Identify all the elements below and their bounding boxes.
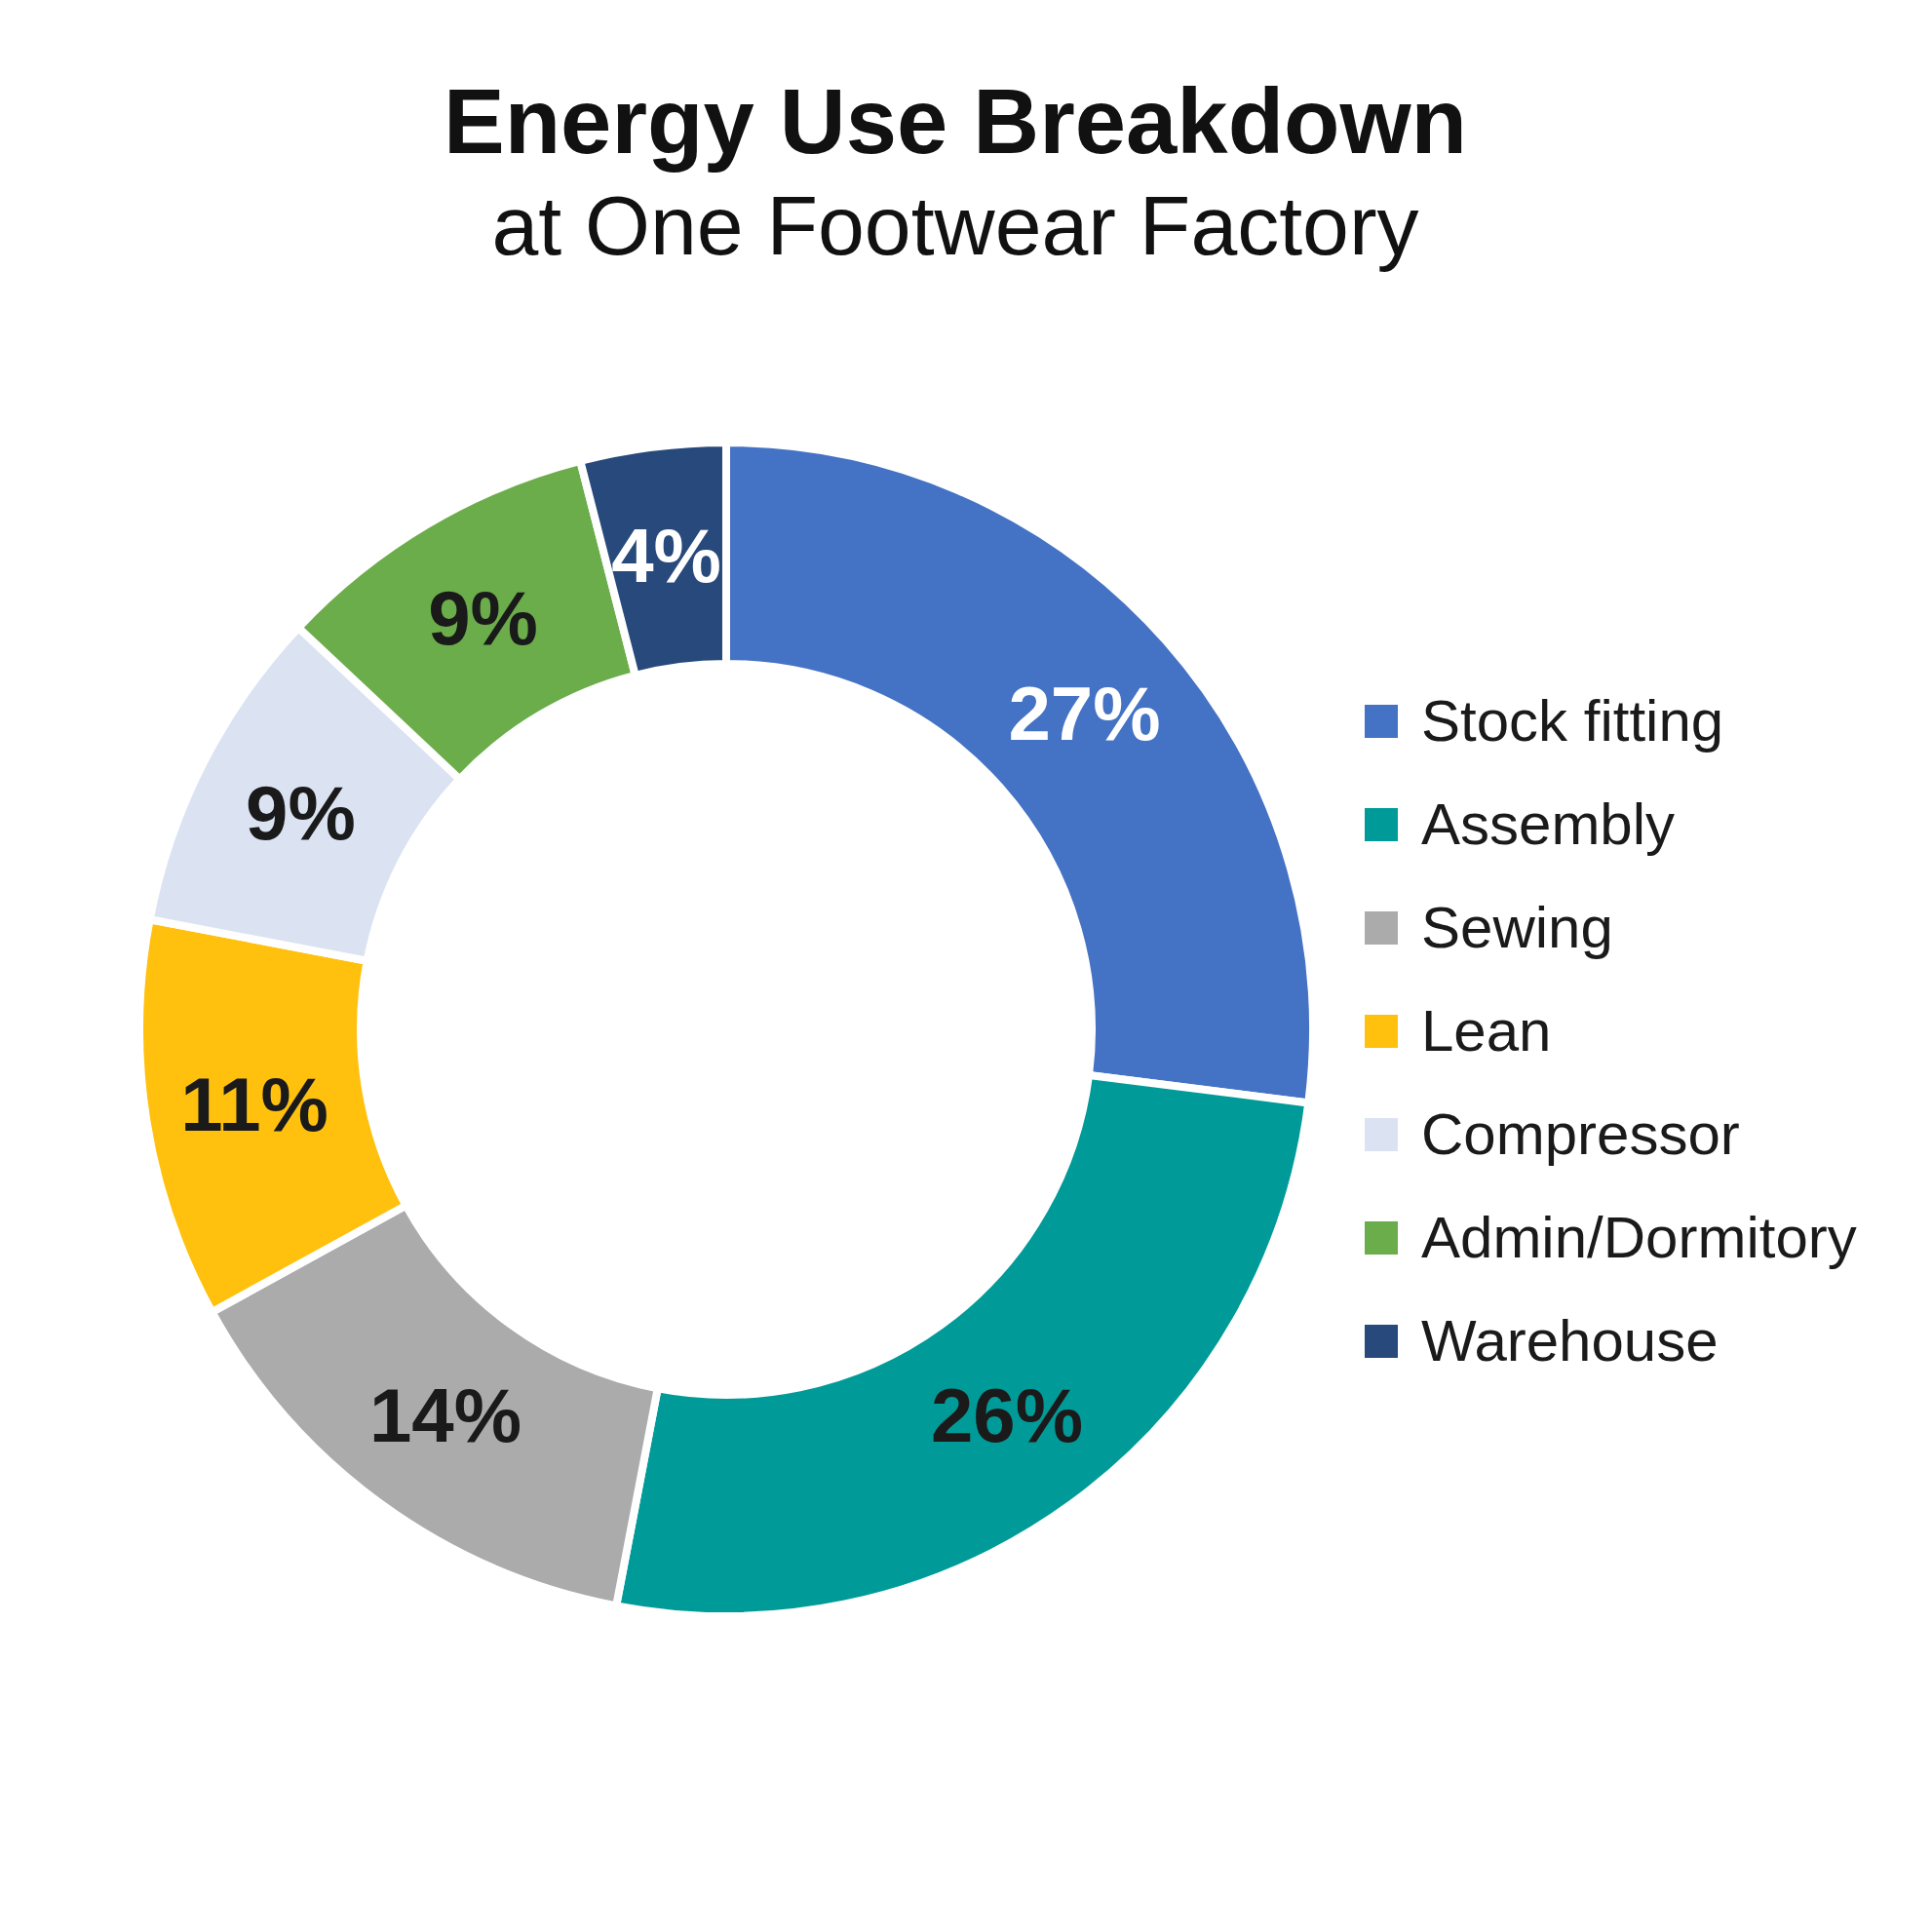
slice-value-label-compressor: 9% xyxy=(246,770,356,856)
page-canvas: Energy Use Breakdown at One Footwear Fac… xyxy=(0,0,1932,1932)
slice-value-label-stock-fitting: 27% xyxy=(1008,671,1160,756)
legend-item-compressor: Compressor xyxy=(1365,1101,1857,1168)
slice-value-label-admin-dormitory: 9% xyxy=(428,575,538,661)
legend-marker-warehouse xyxy=(1365,1325,1398,1358)
legend-item-warehouse: Warehouse xyxy=(1365,1308,1857,1374)
legend-item-assembly: Assembly xyxy=(1365,792,1857,858)
legend-marker-compressor xyxy=(1365,1118,1398,1151)
legend-marker-stock-fitting xyxy=(1365,705,1398,738)
legend-label: Warehouse xyxy=(1421,1308,1719,1374)
legend-marker-assembly xyxy=(1365,808,1398,841)
legend-item-lean: Lean xyxy=(1365,998,1857,1064)
slice-value-label-warehouse: 4% xyxy=(611,513,721,599)
legend-label: Assembly xyxy=(1421,792,1675,858)
legend-label: Sewing xyxy=(1421,895,1613,961)
legend-item-admin-dormitory: Admin/Dormitory xyxy=(1365,1205,1857,1271)
slice-value-label-sewing: 14% xyxy=(369,1372,522,1458)
legend-item-stock-fitting: Stock fitting xyxy=(1365,688,1857,754)
slice-value-label-assembly: 26% xyxy=(931,1372,1083,1458)
legend-item-sewing: Sewing xyxy=(1365,895,1857,961)
legend-marker-lean xyxy=(1365,1015,1398,1048)
legend-marker-admin-dormitory xyxy=(1365,1221,1398,1255)
slice-value-label-lean: 11% xyxy=(180,1062,328,1147)
pie-slice-assembly xyxy=(616,1075,1308,1616)
legend-marker-sewing xyxy=(1365,911,1398,945)
legend-label: Stock fitting xyxy=(1421,688,1723,754)
chart-legend: Stock fitting Assembly Sewing Lean Compresso… xyxy=(1365,688,1857,1374)
legend-label: Admin/Dormitory xyxy=(1421,1205,1857,1271)
legend-label: Lean xyxy=(1421,998,1551,1064)
pie-slice-stock-fitting xyxy=(726,443,1313,1102)
legend-label: Compressor xyxy=(1421,1101,1740,1168)
